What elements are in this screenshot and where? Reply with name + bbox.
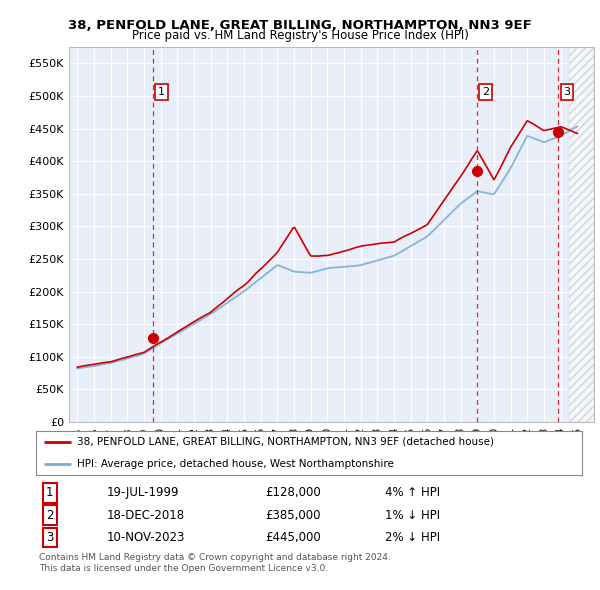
Text: Contains HM Land Registry data © Crown copyright and database right 2024.: Contains HM Land Registry data © Crown c…: [39, 553, 391, 562]
Text: 19-JUL-1999: 19-JUL-1999: [107, 486, 179, 499]
Text: Price paid vs. HM Land Registry's House Price Index (HPI): Price paid vs. HM Land Registry's House …: [131, 30, 469, 42]
Text: 4% ↑ HPI: 4% ↑ HPI: [385, 486, 440, 499]
Text: 2% ↓ HPI: 2% ↓ HPI: [385, 531, 440, 544]
Text: 1% ↓ HPI: 1% ↓ HPI: [385, 509, 440, 522]
Bar: [569, 47, 594, 422]
Text: 1: 1: [46, 486, 53, 499]
Text: 38, PENFOLD LANE, GREAT BILLING, NORTHAMPTON, NN3 9EF (detached house): 38, PENFOLD LANE, GREAT BILLING, NORTHAM…: [77, 437, 494, 447]
Text: £445,000: £445,000: [265, 531, 321, 544]
Text: 3: 3: [563, 87, 571, 97]
Text: 38, PENFOLD LANE, GREAT BILLING, NORTHAMPTON, NN3 9EF: 38, PENFOLD LANE, GREAT BILLING, NORTHAM…: [68, 19, 532, 32]
Bar: [569, 47, 594, 422]
Text: 3: 3: [46, 531, 53, 544]
Text: This data is licensed under the Open Government Licence v3.0.: This data is licensed under the Open Gov…: [39, 564, 328, 573]
Text: 2: 2: [482, 87, 489, 97]
Text: 1: 1: [158, 87, 165, 97]
Text: HPI: Average price, detached house, West Northamptonshire: HPI: Average price, detached house, West…: [77, 459, 394, 469]
Text: £385,000: £385,000: [265, 509, 321, 522]
Text: 10-NOV-2023: 10-NOV-2023: [107, 531, 185, 544]
Text: 2: 2: [46, 509, 53, 522]
Text: £128,000: £128,000: [265, 486, 321, 499]
Text: 18-DEC-2018: 18-DEC-2018: [107, 509, 185, 522]
